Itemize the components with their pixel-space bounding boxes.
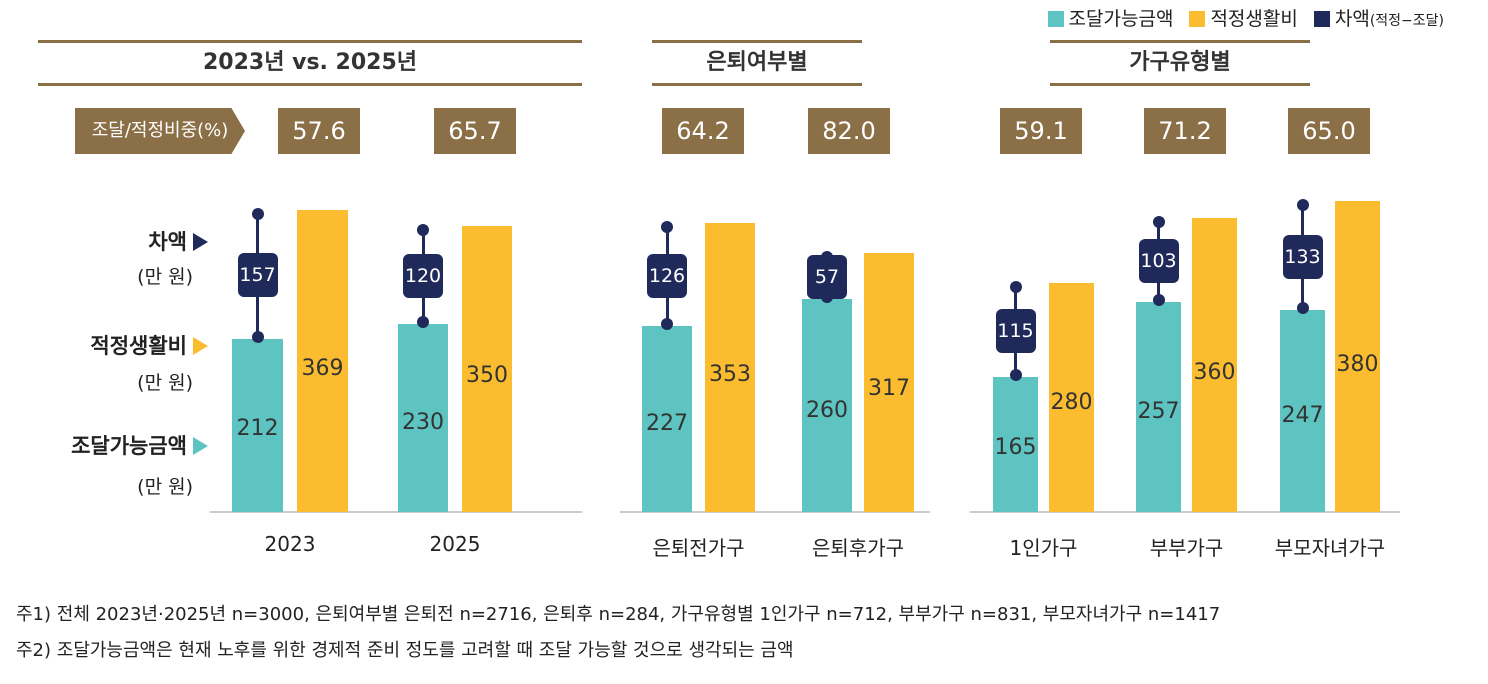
value-adequate: 369: [301, 356, 344, 382]
value-adequate: 353: [709, 362, 751, 388]
value-diff: 126: [647, 253, 687, 298]
note-1: 주1) 전체 2023년·2025년 n=3000, 은퇴여부별 은퇴전 n=2…: [16, 604, 1221, 625]
value-diff: 133: [1282, 234, 1323, 279]
bar-adequate: [1049, 282, 1094, 512]
header-retirement: 은퇴여부별: [652, 40, 862, 86]
axis-line: [970, 511, 1400, 513]
value-adequate: 317: [868, 376, 910, 402]
legend-diff: 차액(적정−조달): [1313, 4, 1444, 31]
category-label: 부모자녀가구: [1274, 536, 1386, 560]
bar-available: [642, 326, 692, 512]
category-label: 2025: [429, 532, 481, 556]
value-available: 165: [994, 434, 1037, 460]
value-adequate: 360: [1193, 359, 1236, 385]
diff-dot: [661, 318, 673, 331]
bar-available: [993, 377, 1038, 512]
ratio-box: 82.0: [808, 108, 890, 154]
bar-adequate: [1335, 201, 1380, 512]
label-adequate: 적정생활비: [90, 330, 208, 360]
value-available: 212: [236, 416, 279, 442]
value-adequate: 280: [1050, 390, 1093, 416]
diff-dot: [417, 315, 429, 328]
category-label: 부부가구: [1149, 536, 1224, 560]
header-household: 가구유형별: [1050, 40, 1310, 86]
value-diff: 120: [403, 253, 443, 298]
ratio-box: 64.2: [662, 108, 744, 154]
ratio-box: 59.1: [1000, 108, 1082, 154]
category-label: 은퇴후가구: [812, 536, 904, 560]
ratio-box: 65.7: [434, 108, 516, 154]
value-diff: 115: [995, 308, 1036, 353]
value-diff: 57: [807, 255, 847, 299]
unit-label: (만 원): [137, 476, 193, 498]
legend-available: 조달가능금액: [1047, 4, 1173, 31]
diff-dot: [251, 208, 264, 221]
value-available: 227: [646, 410, 688, 436]
bar-available: [398, 323, 448, 512]
legend: 조달가능금액 적정생활비 차액(적정−조달): [1047, 4, 1444, 31]
triangle-icon: [193, 337, 208, 355]
bar-adequate: [864, 252, 914, 512]
bar-adequate: [297, 210, 348, 512]
value-available: 247: [1281, 403, 1324, 429]
category-label: 1인가구: [1009, 536, 1078, 560]
diff-dot: [661, 221, 673, 234]
diff-dot: [417, 223, 429, 236]
note-2: 주2) 조달가능금액은 현재 노후를 위한 경제적 준비 정도를 고려할 때 조…: [16, 640, 794, 661]
bar-available: [232, 338, 283, 512]
ratio-box: 57.6: [278, 108, 360, 154]
value-available: 257: [1137, 399, 1180, 425]
bar-available: [1136, 301, 1181, 512]
bar-available: [802, 299, 852, 512]
bar-adequate: [1192, 217, 1237, 512]
value-diff: 157: [237, 253, 278, 298]
category-label: 은퇴전가구: [652, 536, 745, 560]
legend-adequate: 적정생활비: [1189, 4, 1298, 31]
ratio-label: 조달/적정비중(%): [75, 108, 245, 154]
diff-dot: [1009, 369, 1022, 382]
diff-dot: [1152, 293, 1165, 306]
ratio-box: 71.2: [1144, 108, 1226, 154]
diff-dot: [1296, 301, 1309, 314]
bar-adequate: [462, 225, 512, 512]
ratio-box: 65.0: [1288, 108, 1370, 154]
diff-dot: [251, 330, 264, 343]
triangle-icon: [193, 437, 208, 455]
label-available: 조달가능금액: [71, 430, 208, 460]
value-available: 230: [402, 409, 444, 435]
diff-dot: [1152, 215, 1165, 228]
diff-dot: [1296, 199, 1309, 212]
bar-available: [1280, 309, 1325, 512]
value-adequate: 380: [1336, 351, 1379, 377]
diff-dot: [1009, 280, 1022, 293]
value-available: 260: [806, 398, 848, 424]
bar-adequate: [705, 223, 755, 512]
unit-label: (만 원): [137, 266, 193, 288]
value-diff: 103: [1138, 238, 1179, 283]
unit-label: (만 원): [137, 372, 193, 394]
axis-line: [620, 511, 930, 513]
triangle-icon: [193, 233, 208, 251]
header-year: 2023년 vs. 2025년: [38, 40, 582, 86]
axis-line: [210, 511, 582, 513]
label-diff: 차액: [148, 226, 208, 256]
category-label: 2023: [264, 532, 316, 556]
value-adequate: 350: [466, 363, 508, 389]
